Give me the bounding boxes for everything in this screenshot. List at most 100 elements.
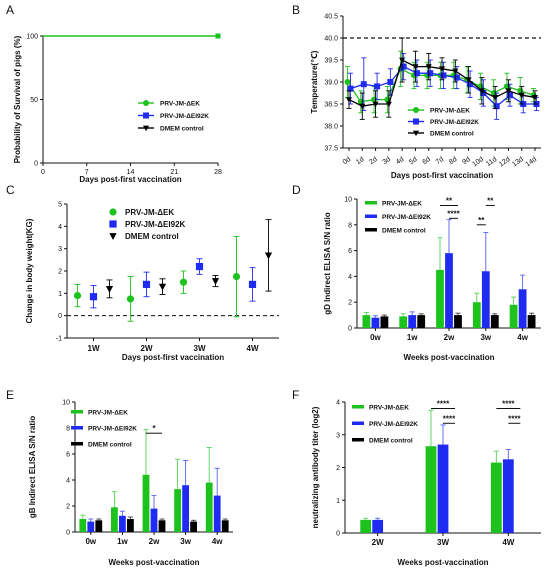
data-point-black — [359, 103, 366, 110]
error-bar-green — [143, 428, 149, 475]
bar-blue — [408, 315, 417, 328]
error-bar-black — [381, 314, 387, 317]
legend-label: PRV-JM-ΔEK — [369, 404, 409, 411]
y-tick-label: 39.0 — [324, 80, 338, 87]
error-bar-blue — [375, 517, 381, 520]
significance-label: **** — [443, 414, 456, 423]
y-tick-label: 4 — [66, 478, 70, 485]
y-tick-label: 4 — [336, 400, 340, 407]
legend-marker-blue — [109, 220, 117, 228]
survival-end-marker — [215, 33, 221, 39]
x-tick-label: 10d — [471, 156, 485, 168]
error-bar-green — [175, 458, 181, 490]
x-tick-label: 3W — [437, 538, 449, 547]
y-tick-label: 37.5 — [324, 146, 338, 153]
bar-blue — [150, 508, 158, 532]
y-tick-label: 50 — [30, 97, 38, 104]
significance-label: ** — [446, 196, 453, 205]
bar-blue — [87, 521, 95, 532]
error-bar-black — [159, 518, 165, 521]
legend-label: PRV-JM-ΔEI92K — [382, 214, 431, 221]
legend-swatch-black — [71, 442, 83, 446]
x-axis-title: Days post-first vaccination — [391, 171, 493, 180]
data-point-black — [158, 283, 167, 291]
x-tick-label: 28 — [214, 169, 222, 176]
y-axis-title: Change in body weight(KG) — [25, 218, 34, 323]
bar-green — [360, 519, 372, 533]
bar-blue — [445, 253, 453, 328]
data-point-black — [372, 101, 379, 108]
y-tick-label: 2 — [58, 269, 62, 276]
data-point-green — [179, 278, 188, 286]
bar-green — [490, 462, 502, 533]
legend-label: PRV-JM-ΔEI92K — [369, 421, 418, 428]
data-point-black — [346, 97, 352, 103]
legend-label: PRV-JM-ΔEK — [430, 107, 470, 114]
error-bar-black — [222, 518, 228, 521]
x-tick-label: 5d — [408, 156, 418, 166]
data-point-blue — [427, 70, 434, 77]
error-bar-black — [191, 519, 197, 522]
bar-blue — [182, 485, 189, 532]
y-tick-label: 38.0 — [324, 124, 338, 131]
bar-black — [527, 315, 536, 328]
data-point-black — [465, 77, 472, 84]
x-axis-title: Weeks post-vaccination — [109, 558, 200, 567]
y-tick-label: 40.0 — [324, 36, 338, 43]
x-tick-label: 0d — [342, 156, 352, 166]
legend-marker-green — [109, 208, 117, 216]
error-bar-black — [529, 312, 535, 316]
x-tick-label: 4d — [395, 156, 405, 166]
bar-black — [221, 520, 229, 532]
x-tick-label: 3W — [194, 344, 206, 353]
y-tick-label: 4 — [348, 274, 352, 281]
bar-black — [490, 315, 499, 328]
legend-swatch-blue — [352, 421, 364, 425]
legend-marker-blue — [143, 112, 149, 119]
y-axis-title: neutralizing antibody titer (log2) — [311, 406, 320, 528]
x-tick-label: 7d — [435, 156, 445, 166]
legend-marker-black — [109, 233, 117, 240]
y-tick-label: 1 — [336, 498, 340, 505]
x-axis-title: Days post-first vaccination — [79, 175, 181, 184]
y-tick-label: 8 — [348, 222, 352, 229]
bar-green — [472, 302, 481, 328]
data-point-green — [126, 295, 135, 303]
data-point-black — [478, 88, 485, 95]
error-bar-green — [437, 237, 443, 270]
legend-swatch-green — [365, 201, 377, 205]
data-point-black — [439, 66, 445, 73]
bar-black — [417, 315, 426, 328]
x-tick-label: 1d — [355, 156, 365, 166]
data-point-black — [105, 285, 114, 293]
error-bar-black — [492, 313, 498, 316]
data-point-green — [232, 272, 241, 281]
legend-label: PRV-JM-ΔEK — [88, 409, 128, 416]
bar-black — [158, 520, 166, 532]
data-point-green — [73, 291, 82, 300]
legend-swatch-blue — [365, 214, 377, 218]
error-bar-blue — [446, 219, 452, 254]
data-point-black — [425, 64, 432, 70]
error-bar-blue — [214, 467, 220, 496]
legend-swatch-black — [365, 228, 377, 232]
x-tick-label: 1W — [88, 344, 100, 353]
y-tick-label: 8 — [66, 426, 70, 433]
bar-blue — [437, 444, 449, 533]
error-bar-green — [111, 491, 117, 508]
x-tick-label: 7 — [85, 169, 89, 176]
legend-marker-green — [413, 107, 419, 113]
y-tick-label: 6 — [348, 248, 352, 255]
data-point-black — [264, 252, 273, 260]
significance-label: **** — [437, 400, 450, 409]
y-tick-label: 6 — [66, 452, 70, 459]
legend-marker-blue — [413, 118, 419, 125]
error-bar-blue — [505, 449, 511, 460]
error-bar-green — [493, 450, 499, 463]
data-point-blue — [440, 72, 447, 79]
data-point-black — [505, 88, 512, 95]
x-axis-title: Weeks post-vaccination — [404, 353, 495, 362]
legend-swatch-blue — [71, 426, 83, 430]
legend-label: PRV-JM-ΔEI92K — [430, 119, 479, 126]
